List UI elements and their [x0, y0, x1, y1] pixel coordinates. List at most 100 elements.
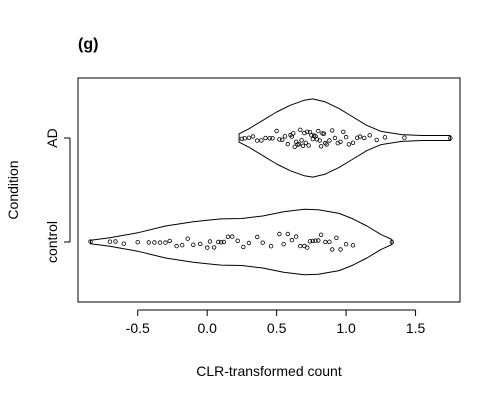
point-ad: [448, 135, 453, 141]
point-control: [338, 247, 343, 252]
y-axis: control AD: [44, 128, 71, 263]
point-control: [293, 234, 299, 239]
point-control: [121, 241, 126, 246]
point-control: [225, 234, 231, 239]
point-ad: [305, 129, 310, 134]
data-points: [88, 127, 453, 252]
point-control: [167, 238, 172, 244]
point-ad: [306, 143, 311, 148]
point-ad: [341, 129, 346, 134]
point-ad: [362, 135, 367, 141]
y-tick-label: AD: [44, 128, 60, 147]
point-ad: [316, 128, 321, 134]
point-control: [88, 239, 93, 244]
point-ad: [267, 136, 272, 141]
x-tick-label: 1.5: [406, 320, 426, 336]
point-control: [157, 240, 163, 245]
point-control: [330, 247, 335, 252]
point-control: [334, 235, 339, 240]
point-control: [318, 232, 324, 237]
point-control: [389, 239, 395, 245]
point-ad: [330, 128, 335, 133]
point-control: [246, 240, 252, 246]
point-control: [289, 237, 295, 243]
point-ad: [350, 140, 356, 145]
point-control: [327, 239, 332, 244]
point-control: [307, 239, 313, 244]
point-ad: [280, 137, 285, 142]
point-control: [207, 239, 213, 244]
point-ad: [259, 138, 264, 143]
point-ad: [292, 144, 297, 149]
point-control: [185, 236, 190, 241]
y-axis-label: Condition: [5, 160, 21, 219]
violins: [90, 98, 451, 276]
point-ad: [291, 131, 296, 136]
point-control: [298, 243, 303, 249]
point-ad: [285, 141, 290, 147]
point-ad: [374, 137, 379, 143]
point-ad: [239, 136, 245, 141]
violin-ad: [238, 98, 451, 178]
point-control: [135, 239, 140, 245]
x-tick-label: 0.5: [267, 320, 287, 336]
point-control: [268, 243, 274, 249]
point-ad: [338, 139, 343, 144]
point-ad: [343, 134, 349, 140]
point-control: [107, 239, 113, 244]
point-ad: [318, 144, 324, 149]
point-ad: [250, 134, 256, 139]
point-control: [218, 240, 224, 245]
point-ad: [324, 142, 329, 147]
point-ad: [321, 131, 327, 136]
point-control: [191, 242, 196, 247]
x-tick-label: -0.5: [126, 320, 150, 336]
point-control: [255, 234, 260, 240]
point-ad: [382, 135, 388, 140]
point-ad: [309, 132, 314, 138]
point-ad: [246, 135, 252, 140]
point-control: [179, 242, 185, 248]
point-control: [260, 240, 265, 245]
point-control: [229, 234, 235, 239]
point-ad: [332, 135, 338, 141]
point-ad: [303, 140, 308, 145]
point-control: [343, 241, 349, 247]
point-ad: [282, 134, 288, 139]
x-tick-label: 0.0: [197, 320, 217, 336]
point-control: [305, 245, 310, 250]
point-ad: [296, 142, 302, 147]
point-control: [316, 238, 321, 243]
point-ad: [327, 138, 332, 143]
point-control: [163, 240, 168, 245]
point-control: [350, 243, 356, 248]
plot-frame: [77, 77, 461, 303]
point-ad: [402, 135, 407, 140]
point-control: [285, 231, 290, 237]
point-control: [310, 238, 315, 244]
point-ad: [270, 136, 275, 141]
point-control: [241, 244, 246, 250]
point-ad: [299, 138, 304, 143]
point-ad: [367, 133, 372, 138]
point-control: [235, 238, 240, 243]
point-control: [277, 231, 282, 237]
point-control: [197, 241, 203, 247]
point-ad: [300, 143, 306, 148]
panel-label: (g): [78, 36, 98, 53]
point-control: [216, 239, 221, 245]
x-tick-label: 1.0: [336, 320, 356, 336]
point-control: [152, 240, 157, 245]
violin-control: [90, 208, 393, 276]
point-ad: [317, 138, 322, 143]
point-control: [281, 241, 286, 247]
point-control: [113, 239, 118, 244]
point-ad: [274, 128, 279, 134]
point-control: [221, 239, 227, 245]
point-control: [174, 243, 179, 249]
point-control: [146, 240, 151, 245]
point-ad: [323, 140, 328, 146]
point-ad: [277, 137, 282, 142]
x-axis-label: CLR-transformed count: [196, 363, 342, 379]
